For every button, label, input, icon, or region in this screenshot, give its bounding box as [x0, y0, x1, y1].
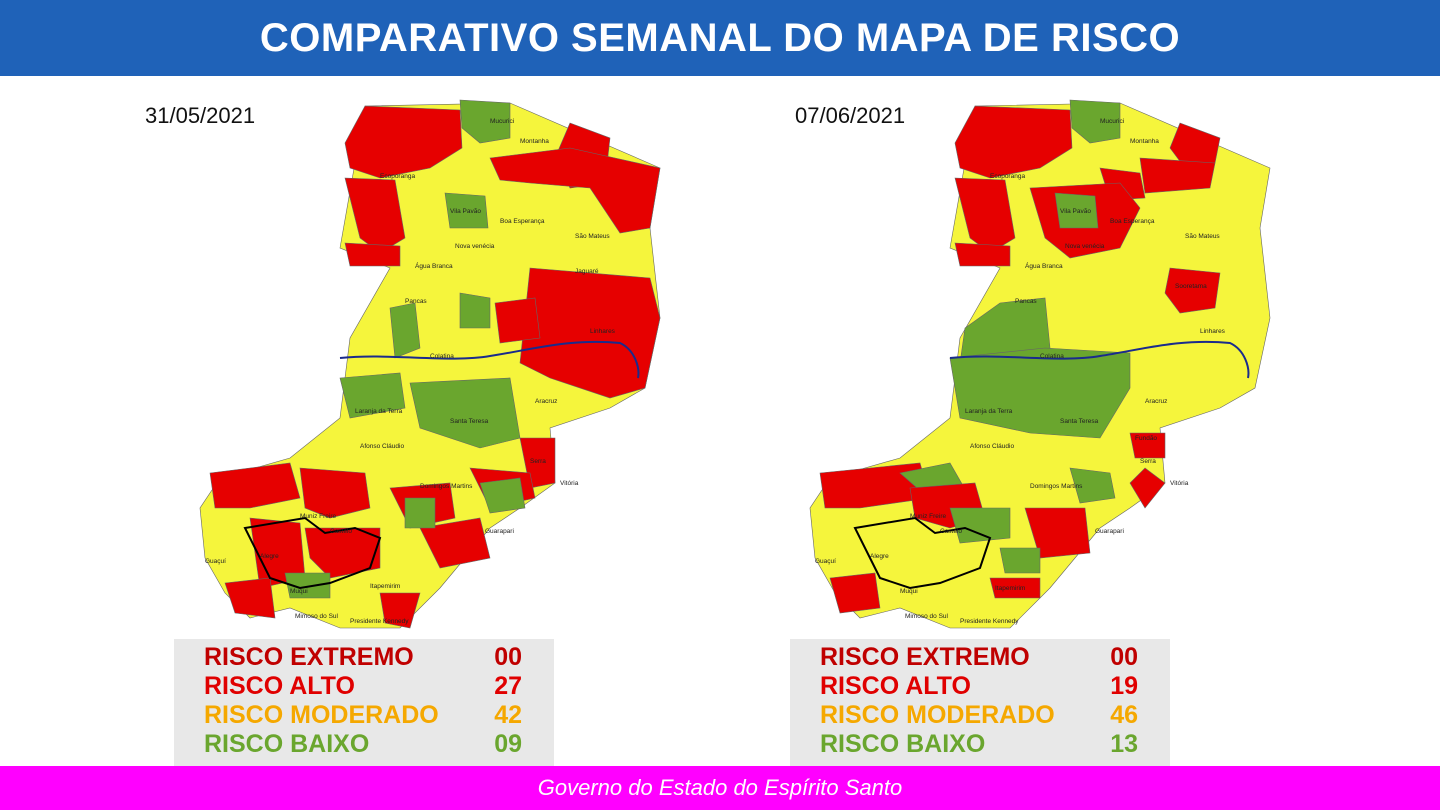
- label-laranja-da-terra: Laranja da Terra: [965, 408, 1013, 415]
- risk-map: Mucurici Montanha Ecoporanga Boa Esperan…: [190, 88, 670, 648]
- label-sooretama: Sooretama: [1175, 283, 1207, 290]
- panel-date: 07/06/2021: [795, 103, 906, 128]
- legend-row-alto: RISCO ALTO 19: [820, 672, 1150, 701]
- label-castelo: Castelo: [940, 528, 962, 535]
- legend-row-extremo: RISCO EXTREMO 00: [820, 643, 1150, 672]
- label-pancas: Pancas: [405, 298, 427, 305]
- label-agua-branca: Água Branca: [1025, 261, 1063, 270]
- legend-label: RISCO EXTREMO: [204, 643, 414, 671]
- label-afonso-claudio: Afonso Cláudio: [970, 443, 1014, 450]
- label-montanha: Montanha: [1130, 138, 1159, 145]
- label-serra: Serra: [1140, 458, 1156, 465]
- label-pancas: Pancas: [1015, 298, 1037, 305]
- label-aracruz: Aracruz: [1145, 398, 1167, 405]
- label-mimoso-do-sul: Mimoso do Sul: [905, 613, 949, 620]
- panel-date: 31/05/2021: [145, 103, 256, 128]
- label-nova-venecia: Nova venécia: [1065, 243, 1105, 250]
- legend-label: RISCO BAIXO: [204, 730, 370, 758]
- label-aracruz: Aracruz: [535, 398, 557, 405]
- label-vitoria: Vitória: [1170, 480, 1189, 487]
- label-linhares: Linhares: [1200, 328, 1226, 335]
- label-agua-branca: Água Branca: [415, 261, 453, 270]
- legend-label: RISCO BAIXO: [820, 730, 986, 758]
- label-muqui: Muqui: [900, 588, 918, 595]
- footer-banner: Governo do Estado do Espírito Santo: [0, 766, 1440, 810]
- label-colatina: Colatina: [430, 353, 454, 360]
- legend-count: 27: [494, 672, 522, 700]
- label-sao-mateus: São Mateus: [575, 233, 610, 240]
- label-guacui: Guaçuí: [205, 558, 226, 565]
- legend-count: 19: [1110, 672, 1138, 700]
- legend-count: 00: [1110, 643, 1138, 671]
- label-colatina: Colatina: [1040, 353, 1064, 360]
- legend-row-moderado: RISCO MODERADO 42: [204, 701, 534, 730]
- label-itapemirim: Itapemirim: [995, 585, 1025, 592]
- legend-row-alto: RISCO ALTO 27: [204, 672, 534, 701]
- label-muniz-freire: Muniz Freire: [910, 513, 947, 520]
- footer-text: Governo do Estado do Espírito Santo: [537, 775, 903, 800]
- label-muniz-freire: Muniz Freire: [300, 513, 337, 520]
- label-alegre: Alegre: [260, 553, 279, 560]
- legend-label: RISCO ALTO: [820, 672, 971, 700]
- label-mucurici: Mucurici: [490, 118, 514, 125]
- page-title: COMPARATIVO SEMANAL DO MAPA DE RISCO: [259, 15, 1181, 60]
- legend-row-baixo: RISCO BAIXO 09: [204, 730, 534, 759]
- label-boa-esperanca: Boa Esperança: [1110, 218, 1155, 225]
- label-fundao: Fundão: [1135, 435, 1157, 442]
- label-domingos-martins: Domingos Martins: [1030, 483, 1083, 490]
- label-presidente-kennedy: Presidente Kennedy: [960, 618, 1019, 625]
- panel-week-1: 31/05/2021: [0, 76, 720, 766]
- label-muqui: Muqui: [290, 588, 308, 595]
- label-presidente-kennedy: Presidente Kennedy: [350, 618, 409, 625]
- title-banner: COMPARATIVO SEMANAL DO MAPA DE RISCO: [0, 0, 1440, 76]
- label-guarapari: Guarapari: [1095, 528, 1124, 535]
- label-guacui: Guaçuí: [815, 558, 836, 565]
- label-vila-pavao: Vila Pavão: [450, 208, 481, 215]
- label-sao-mateus: São Mateus: [1185, 233, 1220, 240]
- label-serra: Serra: [530, 458, 546, 465]
- legend-label: RISCO MODERADO: [820, 701, 1055, 729]
- legend-count: 46: [1110, 701, 1138, 729]
- label-jaguare: Jaguaré: [575, 268, 599, 275]
- label-castelo: Castelo: [330, 528, 352, 535]
- legend-count: 09: [494, 730, 522, 758]
- legend-label: RISCO ALTO: [204, 672, 355, 700]
- label-linhares: Linhares: [590, 328, 616, 335]
- label-laranja-da-terra: Laranja da Terra: [355, 408, 403, 415]
- legend-count: 00: [494, 643, 522, 671]
- risk-legend: RISCO EXTREMO 00 RISCO ALTO 19 RISCO MOD…: [790, 639, 1170, 766]
- espirito-santo-map: Mucurici Montanha Ecoporanga Boa Esperan…: [809, 99, 1271, 629]
- label-afonso-claudio: Afonso Cláudio: [360, 443, 404, 450]
- legend-label: RISCO MODERADO: [204, 701, 439, 729]
- label-ecoporanga: Ecoporanga: [990, 173, 1025, 180]
- legend-count: 13: [1110, 730, 1138, 758]
- label-santa-teresa: Santa Teresa: [1060, 418, 1099, 425]
- espirito-santo-map: Mucurici Montanha Ecoporanga Boa Esperan…: [199, 99, 661, 629]
- legend-count: 42: [494, 701, 522, 729]
- label-vitoria: Vitória: [560, 480, 579, 487]
- panel-week-2: 07/06/2021: [720, 76, 1440, 766]
- label-vila-pavao: Vila Pavão: [1060, 208, 1091, 215]
- label-mimoso-do-sul: Mimoso do Sul: [295, 613, 339, 620]
- risk-legend: RISCO EXTREMO 00 RISCO ALTO 27 RISCO MOD…: [174, 639, 554, 766]
- label-montanha: Montanha: [520, 138, 549, 145]
- risk-map: Mucurici Montanha Ecoporanga Boa Esperan…: [800, 88, 1280, 648]
- label-nova-venecia: Nova venécia: [455, 243, 495, 250]
- label-guarapari: Guarapari: [485, 528, 514, 535]
- label-domingos-martins: Domingos Martins: [420, 483, 473, 490]
- label-alegre: Alegre: [870, 553, 889, 560]
- label-mucurici: Mucurici: [1100, 118, 1124, 125]
- label-ecoporanga: Ecoporanga: [380, 173, 415, 180]
- label-santa-teresa: Santa Teresa: [450, 418, 489, 425]
- legend-row-extremo: RISCO EXTREMO 00: [204, 643, 534, 672]
- label-boa-esperanca: Boa Esperança: [500, 218, 545, 225]
- legend-row-baixo: RISCO BAIXO 13: [820, 730, 1150, 759]
- legend-row-moderado: RISCO MODERADO 46: [820, 701, 1150, 730]
- label-itapemirim: Itapemirim: [370, 583, 400, 590]
- legend-label: RISCO EXTREMO: [820, 643, 1030, 671]
